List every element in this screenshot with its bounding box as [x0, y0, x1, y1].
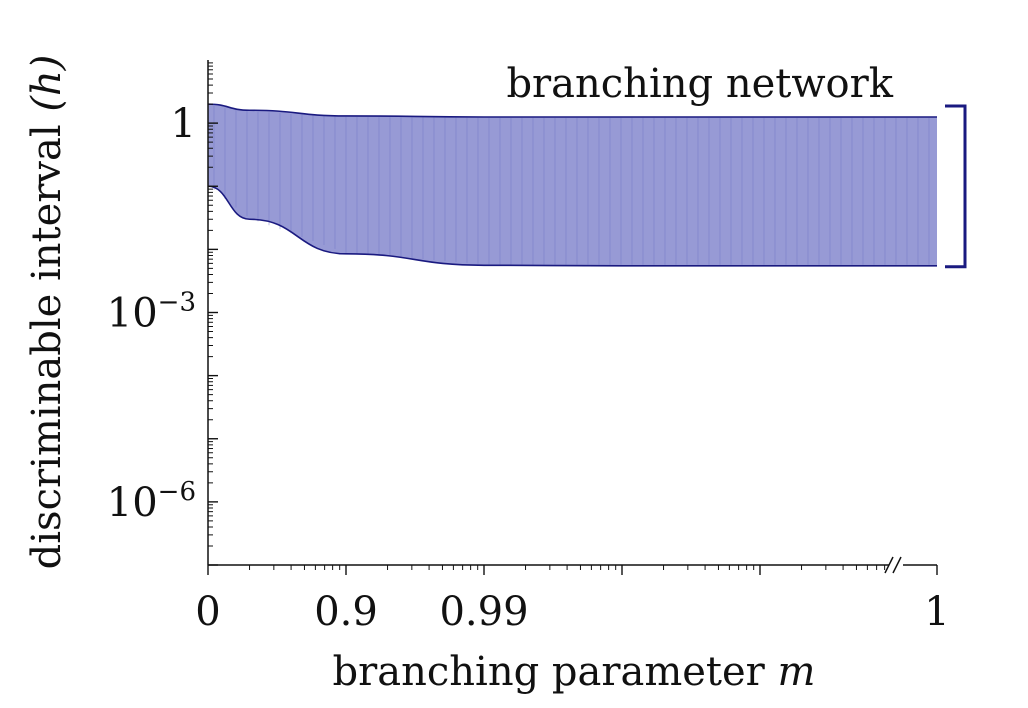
y-axis-label-var: (h)	[24, 55, 70, 112]
series-area	[208, 104, 937, 266]
series-upper-line	[207, 103, 937, 118]
y-tick-label-exp: −3	[158, 288, 196, 318]
x-axis-label: branching parameter m	[333, 649, 816, 695]
axis-break-marker	[884, 556, 902, 574]
y-tick-label-base: 10	[107, 480, 158, 526]
y-tick-label-base: 1	[171, 101, 196, 147]
y-tick-label: 1	[171, 101, 196, 147]
x-axis-label-var: m	[778, 649, 816, 695]
x-tick-label: 1	[924, 589, 949, 635]
axis-break-stroke	[884, 556, 894, 574]
series-lower-line	[207, 185, 937, 267]
y-axis-label-text: discriminable interval	[24, 124, 70, 569]
x-axis-label-text: branching parameter	[333, 649, 766, 695]
y-tick-label-base: 10	[107, 291, 158, 337]
x-tick-label: 0.9	[314, 589, 378, 635]
x-tick-label: 0	[195, 589, 220, 635]
series-label: branching network	[506, 61, 893, 107]
axes: 110−310−60 0.9 0.99 1	[107, 60, 950, 635]
axis-break-stroke	[892, 556, 902, 574]
range-bracket	[945, 104, 967, 269]
y-tick-label: 10−6	[107, 477, 196, 526]
x-tick-label: 0.99	[439, 589, 528, 635]
y-tick-label: 10−3	[107, 288, 196, 337]
series-hatching	[213, 106, 930, 265]
y-tick-label-exp: −6	[158, 477, 196, 507]
plot-area	[207, 103, 967, 269]
y-axis-label: discriminable interval (h)	[24, 55, 70, 570]
